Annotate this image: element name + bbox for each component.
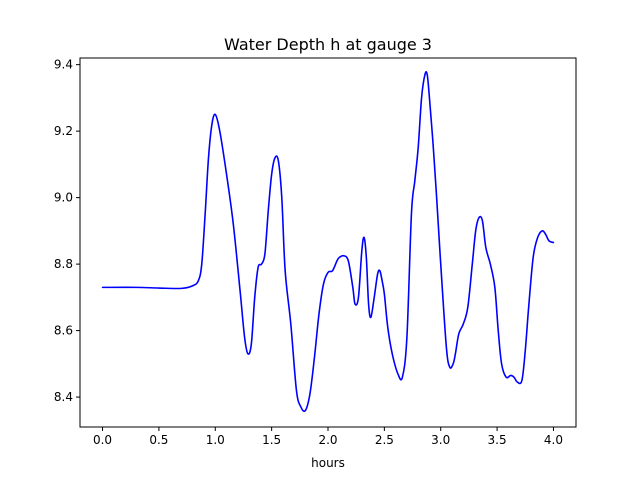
x-tick-label: 0.0: [93, 433, 112, 447]
x-tick-label: 3.5: [488, 433, 507, 447]
x-tick-label: 2.0: [318, 433, 337, 447]
axes-frame: [79, 57, 577, 428]
x-axis: 0.0 0.5 1.0 1.5 2.0 2.5 3.0 3.5 4.0: [93, 427, 563, 447]
y-tick-label: 9.2: [54, 124, 73, 138]
x-tick-label: 1.5: [262, 433, 281, 447]
series-line-0: [101, 70, 555, 413]
x-tick-label: 3.0: [431, 433, 450, 447]
y-tick-label: 8.4: [54, 390, 73, 404]
plot-area: [101, 70, 555, 413]
x-tick-label: 0.5: [149, 433, 168, 447]
y-tick-label: 8.8: [54, 257, 73, 271]
x-tick-label: 4.0: [544, 433, 563, 447]
y-tick-label: 9.0: [54, 191, 73, 205]
x-tick-label: 2.5: [375, 433, 394, 447]
y-axis: 8.4 8.6 8.8 9.0 9.2 9.4: [54, 58, 80, 404]
x-axis-label: hours: [311, 456, 345, 470]
chart-title: Water Depth h at gauge 3: [224, 35, 432, 54]
y-tick-label: 9.4: [54, 58, 73, 72]
x-tick-label: 1.0: [206, 433, 225, 447]
y-tick-label: 8.6: [54, 324, 73, 338]
